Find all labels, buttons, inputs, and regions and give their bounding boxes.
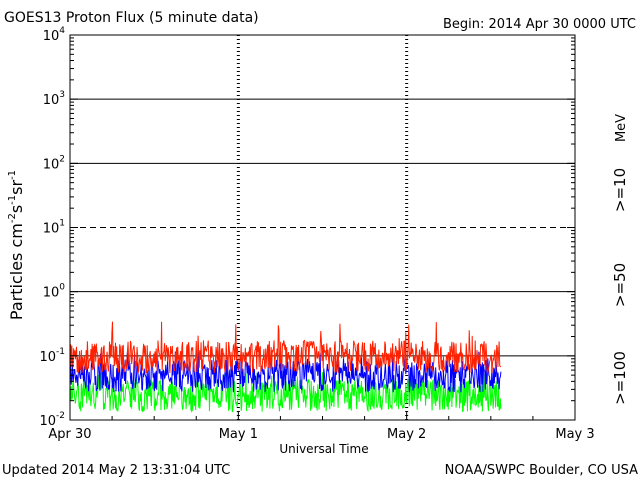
x-tick-label: May 2 <box>387 427 426 442</box>
y-tick-label: 104 <box>43 26 66 44</box>
y-tick-label: 10-1 <box>39 347 65 365</box>
begin-label: Begin: 2014 Apr 30 0000 UTC <box>443 17 636 32</box>
x-tick-label: Apr 30 <box>48 427 91 442</box>
y-tick-label: 103 <box>43 90 65 108</box>
series-line-ge50 <box>69 351 502 393</box>
y-tick-label: 10-2 <box>39 411 65 429</box>
y-axis-label: Particles cm-2s-1sr-1 <box>7 170 26 320</box>
x-tick-label: May 1 <box>219 427 258 442</box>
source-credit: NOAA/SWPC Boulder, CO USA <box>445 463 638 478</box>
y-tick-label: 102 <box>43 154 65 172</box>
legend-series-50mev: >=50 <box>611 263 629 307</box>
chart-title: GOES13 Proton Flux (5 minute data) <box>4 10 259 26</box>
updated-timestamp: Updated 2014 May 2 13:31:04 UTC <box>2 463 230 478</box>
y-axis-ticks: 104 103 102 101 100 10-1 10-2 <box>39 26 575 429</box>
series-line-ge10 <box>69 321 502 375</box>
y-tick-label: 100 <box>43 283 66 301</box>
x-axis-label: Universal Time <box>279 442 368 456</box>
y-tick-label: 101 <box>43 219 65 237</box>
legend-unit: MeV <box>614 114 629 142</box>
series-line-ge100 <box>69 371 502 413</box>
x-tick-label: May 3 <box>555 427 594 442</box>
data-series <box>69 321 502 413</box>
plot-area: 104 103 102 101 100 10-1 10-2 Apr 30 May 1 May 2… <box>39 26 594 442</box>
legend-series-100mev: >=100 <box>611 351 629 405</box>
x-axis-ticks: Apr 30 May 1 May 2 May 3 <box>48 412 595 442</box>
legend-series-10mev: >=10 <box>611 168 629 212</box>
